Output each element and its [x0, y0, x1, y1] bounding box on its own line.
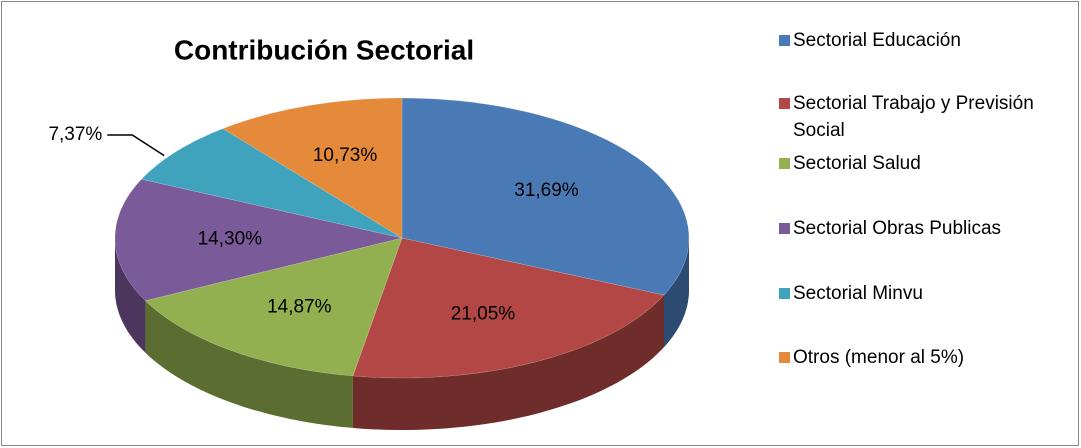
data-label: 7,37% [48, 124, 102, 145]
legend-item: Sectorial Obras Publicas [779, 215, 1058, 242]
chart-title: Contribución Sectorial [174, 34, 474, 65]
legend-swatch [779, 158, 790, 169]
leader-line [107, 134, 165, 157]
legend-item: Sectorial Educación [779, 27, 1058, 54]
slice [141, 128, 403, 239]
slice-side [115, 238, 146, 353]
slice [144, 237, 403, 377]
slice [352, 237, 665, 379]
legend-label: Sectorial Salud [793, 153, 921, 174]
slice [401, 97, 690, 296]
slice [114, 178, 403, 301]
legend-swatch [779, 35, 790, 46]
legend-label: Sectorial Trabajo y Previsión Social [793, 93, 1034, 141]
legend-swatch [779, 352, 790, 363]
legend-label: Sectorial Educación [793, 30, 961, 51]
data-label: 14,30% [198, 228, 263, 249]
legend-swatch [779, 288, 790, 299]
slice-side-shade [352, 295, 664, 430]
slice-side [352, 295, 664, 430]
slice-side [664, 238, 689, 348]
legend-swatch [779, 98, 790, 109]
legend-label: Sectorial Obras Publicas [793, 218, 1002, 239]
slice [222, 97, 403, 239]
legend-item: Otros (menor al 5%) [779, 344, 1058, 371]
legend-item: Sectorial Trabajo y Previsión Social [779, 90, 1058, 144]
data-label: 21,05% [451, 304, 516, 325]
legend-label: Sectorial Minvu [793, 283, 923, 304]
legend-label: Otros (menor al 5%) [793, 347, 965, 368]
legend-swatch [779, 223, 790, 234]
legend-item: Sectorial Minvu [779, 280, 1058, 307]
data-label: 14,87% [267, 297, 332, 318]
slice-side-shade [145, 300, 353, 428]
data-label: 10,73% [313, 145, 378, 166]
slice-side-shade [115, 238, 146, 353]
slice-side-shade [664, 238, 689, 348]
slice-side [145, 300, 353, 428]
data-label: 31,69% [514, 180, 579, 201]
legend-item: Sectorial Salud [779, 150, 1058, 177]
